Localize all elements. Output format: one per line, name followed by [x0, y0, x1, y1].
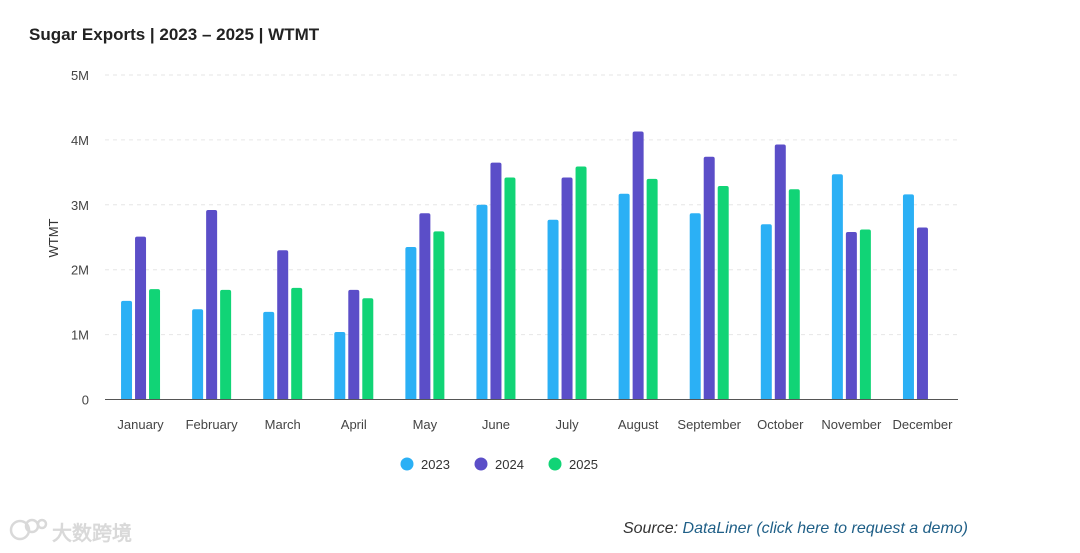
watermark-text: 大数跨境 [52, 521, 132, 545]
bar-2025-january[interactable] [149, 289, 161, 400]
bar-2023-march[interactable] [263, 311, 275, 400]
bar-2024-january[interactable] [135, 236, 147, 400]
x-tick-label: February [186, 417, 239, 432]
x-tick-label: April [341, 417, 367, 432]
watermark: 大数跨境 [9, 518, 132, 545]
y-tick-label: 2M [71, 263, 89, 278]
bar-2023-september[interactable] [689, 213, 701, 400]
source-link[interactable]: DataLiner (click here to request a demo) [683, 520, 968, 537]
bar-2024-april[interactable] [348, 289, 360, 400]
source-line: Source: DataLiner (click here to request… [623, 520, 968, 537]
bar-2024-november[interactable] [845, 232, 857, 400]
bar-2025-august[interactable] [646, 178, 658, 400]
x-tick-label: September [677, 417, 741, 432]
bar-2023-july[interactable] [547, 219, 559, 400]
y-tick-label: 1M [71, 328, 89, 343]
bar-2024-july[interactable] [561, 177, 573, 400]
bar-2024-september[interactable] [703, 156, 715, 400]
x-tick-label: August [618, 417, 659, 432]
legend-item-2023[interactable]: 2023 [400, 457, 450, 472]
y-tick-label: 5M [71, 68, 89, 83]
bar-2025-july[interactable] [575, 166, 587, 400]
x-tick-label: January [117, 417, 164, 432]
legend-marker [548, 457, 562, 471]
bar-2023-february[interactable] [192, 309, 204, 400]
x-tick-label: October [757, 417, 804, 432]
legend-label: 2024 [495, 457, 524, 472]
y-axis-ticks: 0 1M 2M 3M 4M 5M [71, 68, 89, 408]
bar-2025-april[interactable] [362, 298, 374, 400]
bars [121, 131, 928, 400]
x-tick-label: March [265, 417, 301, 432]
legend-label: 2023 [421, 457, 450, 472]
bar-2023-august[interactable] [618, 193, 630, 400]
legend-item-2025[interactable]: 2025 [548, 457, 598, 472]
bar-2023-may[interactable] [405, 246, 417, 400]
bar-2025-february[interactable] [220, 289, 232, 400]
y-tick-label: 0 [82, 393, 89, 408]
bar-2023-november[interactable] [831, 174, 843, 400]
bar-2023-october[interactable] [760, 224, 772, 400]
bar-2024-august[interactable] [632, 131, 644, 400]
bar-2025-september[interactable] [717, 185, 729, 400]
x-tick-label: November [821, 417, 882, 432]
x-tick-label: May [413, 417, 438, 432]
y-tick-label: 4M [71, 133, 89, 148]
bar-2025-october[interactable] [788, 189, 800, 400]
gridlines [105, 74, 958, 336]
y-tick-label: 3M [71, 198, 89, 213]
bar-2023-june[interactable] [476, 204, 488, 400]
bar-2025-june[interactable] [504, 177, 516, 400]
bar-2025-november[interactable] [859, 229, 871, 400]
bar-2024-october[interactable] [774, 144, 786, 400]
source-prefix: Source: [623, 520, 683, 537]
bar-2025-may[interactable] [433, 231, 445, 400]
bar-2024-february[interactable] [206, 209, 218, 400]
legend-marker [400, 457, 414, 471]
bar-2024-march[interactable] [277, 250, 289, 400]
bar-2023-april[interactable] [334, 332, 346, 400]
bar-2025-march[interactable] [291, 287, 303, 400]
bar-2024-may[interactable] [419, 213, 431, 400]
watermark-logo-icon [9, 518, 48, 541]
x-axis-ticks: January February March April May June July Augu… [117, 417, 953, 432]
bar-2023-january[interactable] [121, 300, 133, 400]
x-tick-label: December [892, 417, 953, 432]
chart-title: Sugar Exports | 2023 – 2025 | WTMT [29, 25, 320, 44]
legend-marker [474, 457, 488, 471]
bar-2023-december[interactable] [902, 194, 914, 400]
bar-2024-december[interactable] [916, 227, 928, 400]
legend-label: 2025 [569, 457, 598, 472]
legend-item-2024[interactable]: 2024 [474, 457, 524, 472]
y-axis-title: WTMT [46, 218, 61, 257]
legend[interactable]: 2023 2024 2025 [400, 457, 598, 472]
x-tick-label: July [555, 417, 579, 432]
bar-2024-june[interactable] [490, 162, 502, 400]
x-tick-label: June [482, 417, 510, 432]
